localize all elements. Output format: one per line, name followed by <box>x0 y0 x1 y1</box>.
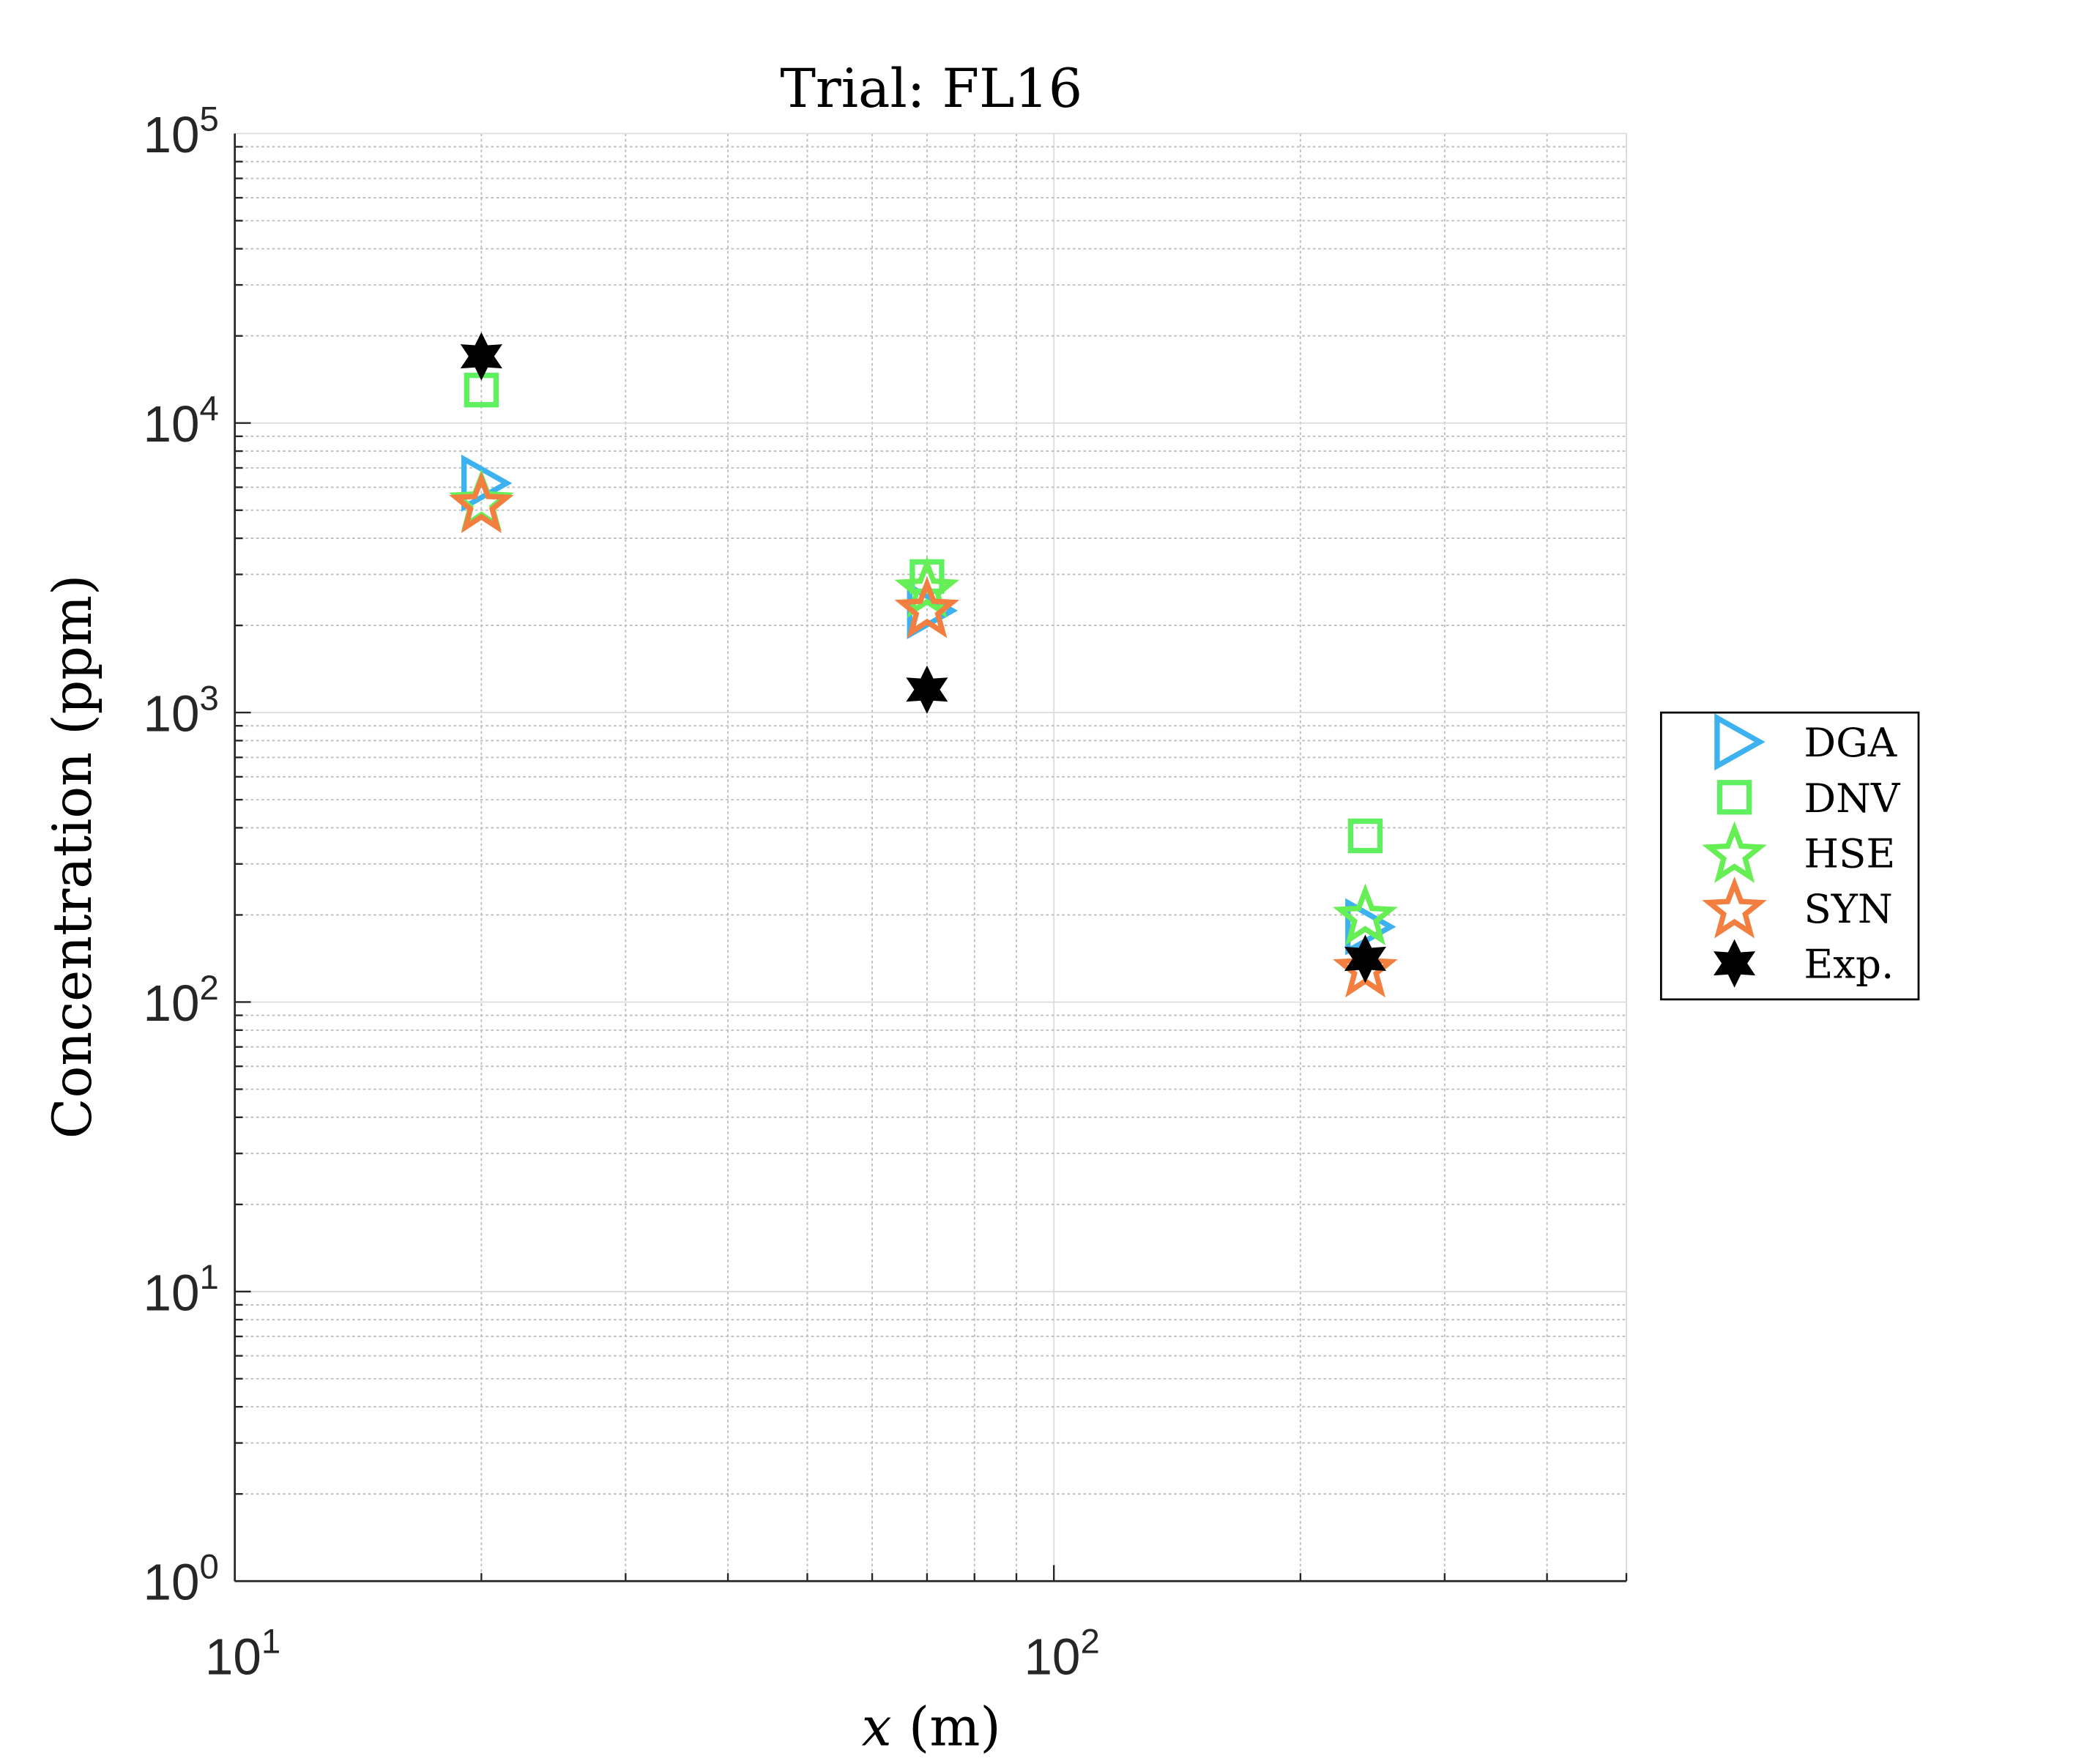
legend-marker-exp <box>1713 939 1756 988</box>
marker-exp <box>1344 934 1387 983</box>
y-tick-label: 105 <box>143 100 218 163</box>
marker-dnv <box>1347 818 1383 854</box>
legend-label: DGA <box>1804 719 1897 766</box>
y-axis-label: Concentration (ppm) <box>42 575 104 1139</box>
legend-marker-dga <box>1714 713 1766 771</box>
legend-marker-hse <box>1702 821 1767 883</box>
marker-hse <box>1333 883 1398 945</box>
legend-label: DNV <box>1804 775 1901 822</box>
y-tick-label: 103 <box>143 679 218 742</box>
legend-label: HSE <box>1804 830 1895 877</box>
grid-lines <box>234 133 1627 1582</box>
legend: DGA DNV HSE SYN Exp. <box>1659 711 1920 1001</box>
x-tick-label: 102 <box>1024 1623 1099 1686</box>
marker-exp <box>460 332 502 381</box>
x-axis-label: x (m) <box>862 1696 1001 1758</box>
legend-box <box>1659 711 1920 1001</box>
legend-marker-dnv <box>1716 780 1752 815</box>
legend-label: SYN <box>1804 885 1892 932</box>
x-axis-label-var: x <box>862 1696 892 1758</box>
legend-marker-syn <box>1702 877 1767 939</box>
marker-hse <box>894 556 960 619</box>
y-tick-label: 104 <box>143 390 218 453</box>
x-axis-label-unit: (m) <box>909 1696 1001 1758</box>
data-markers <box>449 332 1398 998</box>
y-tick-label: 100 <box>143 1548 218 1611</box>
x-tick-label: 101 <box>205 1623 280 1686</box>
marker-dga <box>1345 898 1396 956</box>
marker-syn <box>894 576 960 639</box>
axes: 101 102 100 101 102 103 104 105 <box>143 100 1628 1686</box>
chart-title: Trial: FL16 <box>780 58 1082 120</box>
y-tick-label: 101 <box>143 1258 218 1321</box>
legend-label: Exp. <box>1804 941 1894 988</box>
marker-exp <box>906 665 948 714</box>
y-tick-label: 102 <box>143 969 218 1032</box>
marker-syn <box>449 471 514 534</box>
